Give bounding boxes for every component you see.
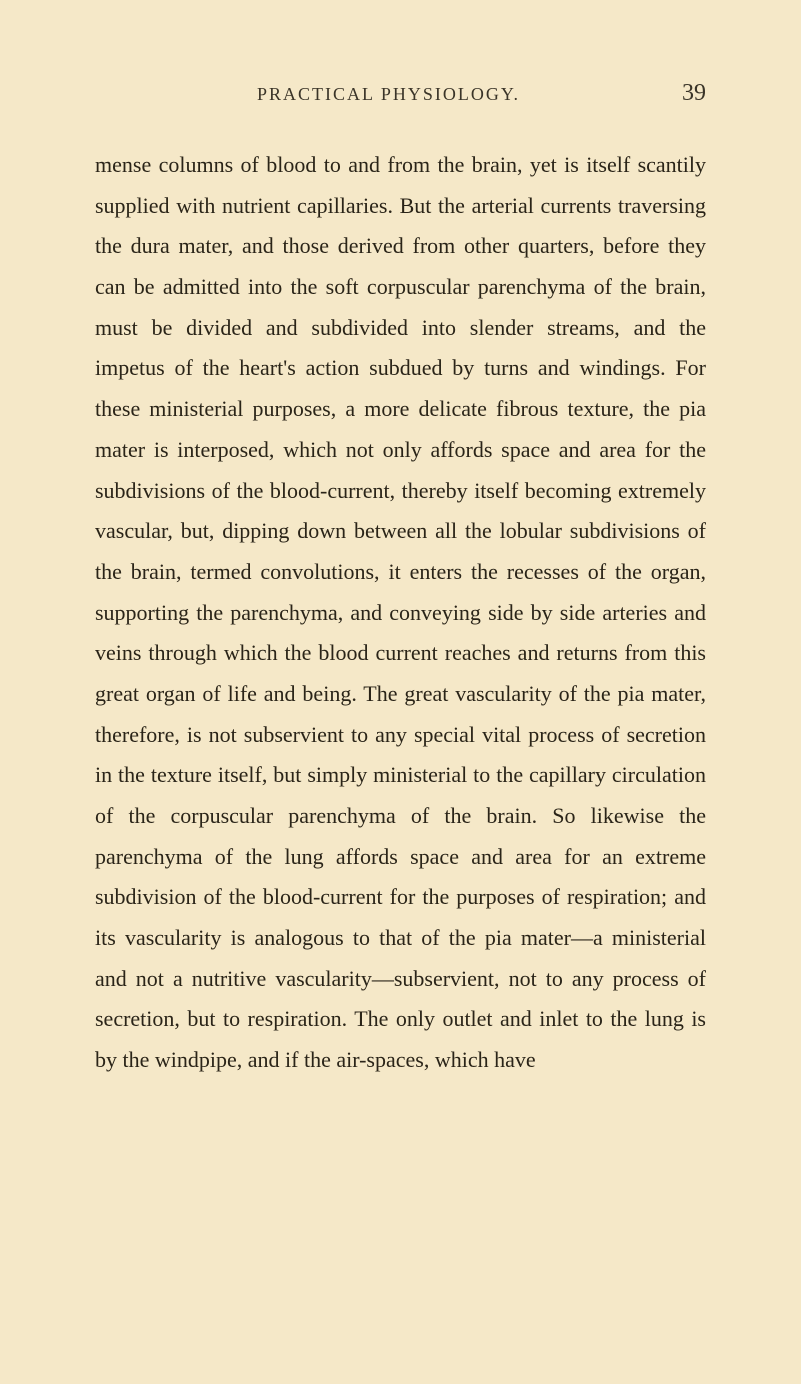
body-text: mense columns of blood to and from the b… xyxy=(95,145,706,1081)
page-number: 39 xyxy=(682,80,706,107)
page-header: PRACTICAL PHYSIOLOGY. 39 xyxy=(95,80,706,107)
running-title: PRACTICAL PHYSIOLOGY. xyxy=(95,84,682,105)
